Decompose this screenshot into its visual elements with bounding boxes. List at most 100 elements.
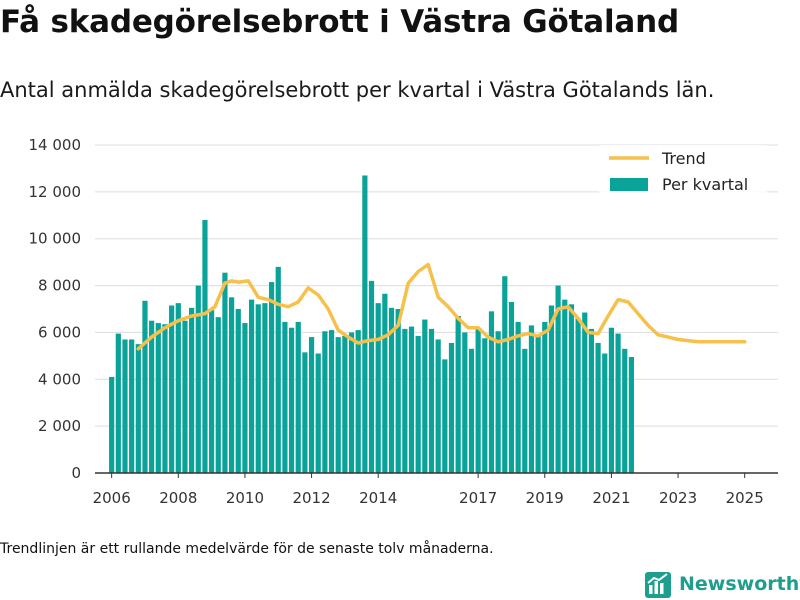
bar [175, 303, 181, 473]
bar [169, 305, 175, 473]
bar [322, 331, 328, 473]
brand-logo: Newsworthy [645, 568, 800, 600]
bar [535, 334, 541, 473]
bar [268, 282, 275, 473]
bar [122, 339, 128, 473]
bar [602, 353, 608, 473]
bar [195, 285, 201, 473]
chart-subtitle: Antal anmälda skadegörelsebrott per kvar… [0, 78, 715, 102]
bar [482, 338, 488, 473]
bar [595, 342, 601, 473]
bar [302, 352, 308, 473]
y-tick-label: 0 [71, 464, 81, 482]
bar [408, 326, 415, 473]
bar [495, 331, 501, 473]
bar [235, 309, 241, 473]
y-tick-label: 8 000 [38, 277, 81, 295]
x-tick-label: 2021 [592, 489, 630, 507]
bar [149, 320, 155, 473]
bar [182, 320, 188, 473]
bar [502, 276, 508, 473]
bar [608, 327, 615, 473]
trend-line-layer [136, 262, 747, 351]
bar [388, 307, 395, 473]
y-tick-label: 2 000 [38, 417, 81, 435]
axes: 0 2 000 4 000 6 000 8 000 10 000 12 000 14 000 2… [29, 136, 778, 507]
bar [155, 323, 161, 473]
bar [475, 328, 481, 473]
bar [562, 299, 568, 473]
legend-bar-label: Per kvartal [662, 175, 748, 194]
bar [442, 359, 448, 473]
bar [422, 319, 428, 473]
legend-trend-label: Trend [661, 149, 706, 168]
bar [115, 333, 121, 473]
bar [488, 311, 495, 473]
bar [295, 321, 301, 473]
bar [508, 301, 515, 473]
x-tick-label: 2012 [292, 489, 330, 507]
bar [129, 339, 135, 473]
bar [222, 272, 228, 473]
chart-svg: 0 2 000 4 000 6 000 8 000 10 000 12 000 14 000 2… [29, 136, 778, 507]
x-tick-label: 2010 [226, 489, 264, 507]
bar [402, 328, 408, 473]
bar [282, 321, 288, 473]
bar [468, 348, 475, 473]
bar [362, 175, 368, 473]
bar [522, 348, 528, 473]
bar [628, 357, 634, 473]
x-tick-label: 2014 [359, 489, 397, 507]
bar [209, 310, 215, 473]
bar [262, 303, 268, 473]
bar [368, 280, 375, 473]
x-tick-label: 2023 [659, 489, 697, 507]
bar [248, 299, 255, 473]
trend-line [136, 262, 747, 351]
bar [428, 328, 435, 473]
bar [162, 324, 168, 473]
x-tick-label: 2006 [93, 489, 131, 507]
bar [615, 333, 621, 473]
y-tick-label: 10 000 [29, 230, 82, 248]
bar [375, 303, 381, 473]
bar [382, 293, 388, 473]
bar [348, 332, 355, 473]
y-tick-label: 12 000 [29, 183, 82, 201]
bar [288, 327, 295, 473]
bar [275, 266, 281, 473]
bar [548, 305, 555, 473]
chart-title: Få skadegörelsebrott i Västra Götaland [0, 4, 679, 40]
bar [515, 321, 521, 473]
bar [202, 219, 208, 473]
bar [135, 344, 141, 473]
newsworthy-logo-icon [645, 572, 671, 598]
bars-per-kvartal [109, 175, 634, 473]
bar [342, 335, 348, 473]
bar [335, 337, 341, 473]
y-tick-label: 14 000 [29, 136, 82, 154]
bar [242, 323, 248, 473]
bar [528, 325, 535, 473]
bar [395, 309, 401, 473]
bar [315, 353, 321, 473]
x-tick-label: 2025 [726, 489, 764, 507]
x-tick-label: 2008 [159, 489, 197, 507]
bar [255, 304, 261, 473]
y-tick-label: 6 000 [38, 323, 81, 341]
x-tick-label: 2019 [526, 489, 564, 507]
brand-name: Newsworthy [679, 573, 800, 595]
bar [622, 348, 628, 473]
legend: Trend Per kvartal [599, 145, 767, 199]
bar [142, 300, 148, 473]
bar [555, 285, 561, 473]
x-tick-label: 2017 [459, 489, 497, 507]
bar [308, 337, 315, 473]
bar [462, 332, 468, 473]
bar [415, 335, 421, 473]
bar [542, 321, 548, 473]
bar [575, 318, 581, 473]
legend-bar-swatch [610, 178, 648, 191]
bar [568, 304, 575, 473]
bar [189, 307, 195, 473]
